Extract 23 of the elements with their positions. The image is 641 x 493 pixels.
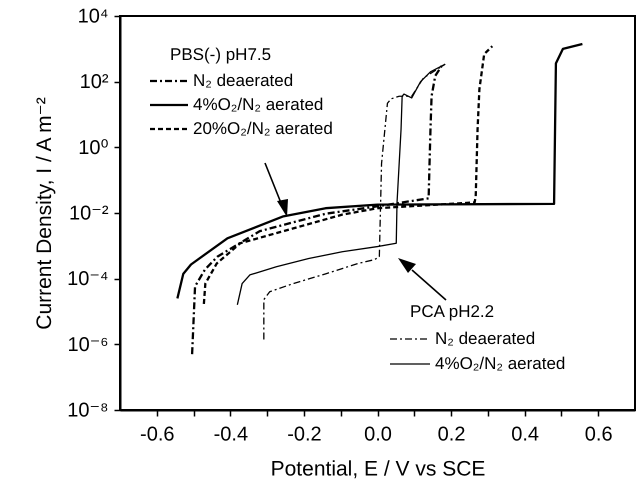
x-tick-label: -0.6 [140, 424, 175, 446]
x-tick-label: 0.4 [511, 424, 540, 446]
x-tick-label: 0.6 [584, 424, 613, 446]
annotation: PBS(-) pH7.5 [170, 45, 272, 64]
x-axis-title: Potential, E / V vs SCE [270, 458, 486, 480]
legend-label: 20%O₂/N₂ aerated [193, 119, 333, 138]
y-tick-label: 10⁴ [78, 6, 108, 28]
legend-label: 4%O₂/N₂ aerated [435, 354, 566, 373]
y-tick-label: 10⁰ [78, 136, 108, 159]
x-tick-label: -0.4 [214, 424, 248, 446]
y-tick-label: 10⁻⁶ [67, 334, 108, 356]
legend-label: N₂ deaerated [193, 71, 294, 90]
y-tick-label: 10² [80, 71, 109, 94]
x-tick-label: -0.2 [287, 424, 322, 446]
y-tick-label: 10⁻⁸ [67, 400, 108, 422]
x-tick-label: 0.2 [438, 424, 466, 446]
y-tick-label: 10⁻⁴ [67, 268, 108, 290]
y-tick-label: 10⁻² [69, 202, 109, 224]
annotation: PCA pH2.2 [410, 302, 494, 321]
legend-label: N₂ deaerated [435, 329, 536, 348]
x-tick-label: 0.0 [364, 424, 392, 446]
y-axis-title: Current Density, I / A m⁻² [33, 97, 56, 330]
legend-label: 4%O₂/N₂ aerated [193, 95, 324, 114]
